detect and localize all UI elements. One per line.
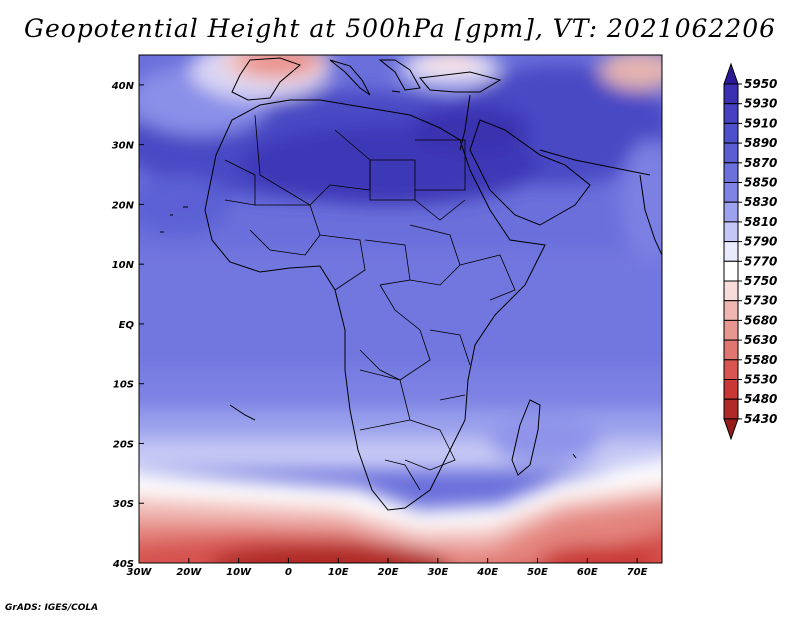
colorbar-swatch [723,339,739,361]
lon-tick-label: 30W [127,567,153,578]
colorbar-swatch [723,260,739,282]
lon-tick-label: 70E [627,567,648,578]
lon-tick-label: 30E [427,567,448,578]
colorbar-label: 5630 [744,333,777,347]
lat-tick-label: 40S [112,559,134,570]
colorbar-label: 5890 [744,136,777,150]
height-field [139,55,662,563]
coastlines [160,57,662,511]
lon-tick-label: 60E [577,567,598,578]
lat-tick-label: EQ [119,320,135,331]
colorbar-bottom-arrow [723,418,739,441]
lon-tick-label: 20W [176,567,202,578]
colorbar-label: 5680 [744,313,777,327]
colorbar-label: 5830 [744,195,777,209]
colorbar-swatch [723,103,739,124]
lat-tick-label: 20S [113,439,134,450]
lon-tick-label: 10W [226,567,252,578]
lon-tick-label: 20E [378,567,399,578]
colorbar-swatch [723,201,739,223]
colorbar-label: 5530 [744,373,777,387]
colorbar-swatch [723,83,739,105]
lat-tick-label: 30N [112,141,135,152]
colorbar-top-arrow [723,62,739,85]
lat-tick-label: 30S [113,499,134,510]
country-borders [224,114,516,491]
axis-ticks: 30W 20W 10W 0 10E 20E 30E 40E 50E 60E 70E 40N 30N 20N… [111,81,648,578]
lon-tick-label: 40E [476,567,498,578]
colorbar-swatch [723,122,739,144]
colorbar-swatch [723,182,739,203]
lat-tick-label: 20N [112,200,135,211]
colorbar-label: 5910 [744,116,777,130]
colorbar-label: 5770 [744,254,777,268]
map-title: Geopotential Height at 500hPa [gpm], VT:… [23,14,777,43]
colorbar-label: 5810 [744,215,777,229]
colorbar: 5950 5930 5910 5890 5870 5850 5830 5810 5790 5770… [723,62,777,441]
colorbar-swatch [723,142,739,164]
colorbar-swatch [723,398,739,420]
colorbar-swatch [723,300,739,321]
colorbar-swatch [723,359,739,380]
colorbar-swatch [723,241,739,262]
colorbar-label: 5850 [744,176,777,190]
colorbar-label: 5930 [744,97,777,111]
lat-tick-label: 10N [112,260,135,271]
colorbar-label: 5430 [744,412,777,426]
colorbar-label: 5750 [744,274,777,288]
colorbar-label: 5790 [744,235,777,249]
lat-tick-label: 10S [113,380,134,391]
colorbar-label: 5730 [744,294,777,308]
map-frame [138,54,663,564]
colorbar-label: 5950 [744,77,777,91]
colorbar-label: 5870 [744,156,777,170]
colorbar-label: 5480 [744,392,777,406]
lon-tick-label: 50E [527,567,548,578]
lat-tick-label: 40N [111,81,135,92]
colorbar-label: 5580 [744,353,777,367]
colorbar-swatch [723,319,739,341]
colorbar-swatch [723,379,739,400]
colorbar-swatch [723,221,739,243]
lon-tick-label: 0 [285,567,292,578]
grads-credit: GrADS: IGES/COLA [5,603,99,613]
colorbar-swatch [723,162,739,184]
colorbar-swatch [723,280,739,302]
lon-tick-label: 10E [328,567,349,578]
